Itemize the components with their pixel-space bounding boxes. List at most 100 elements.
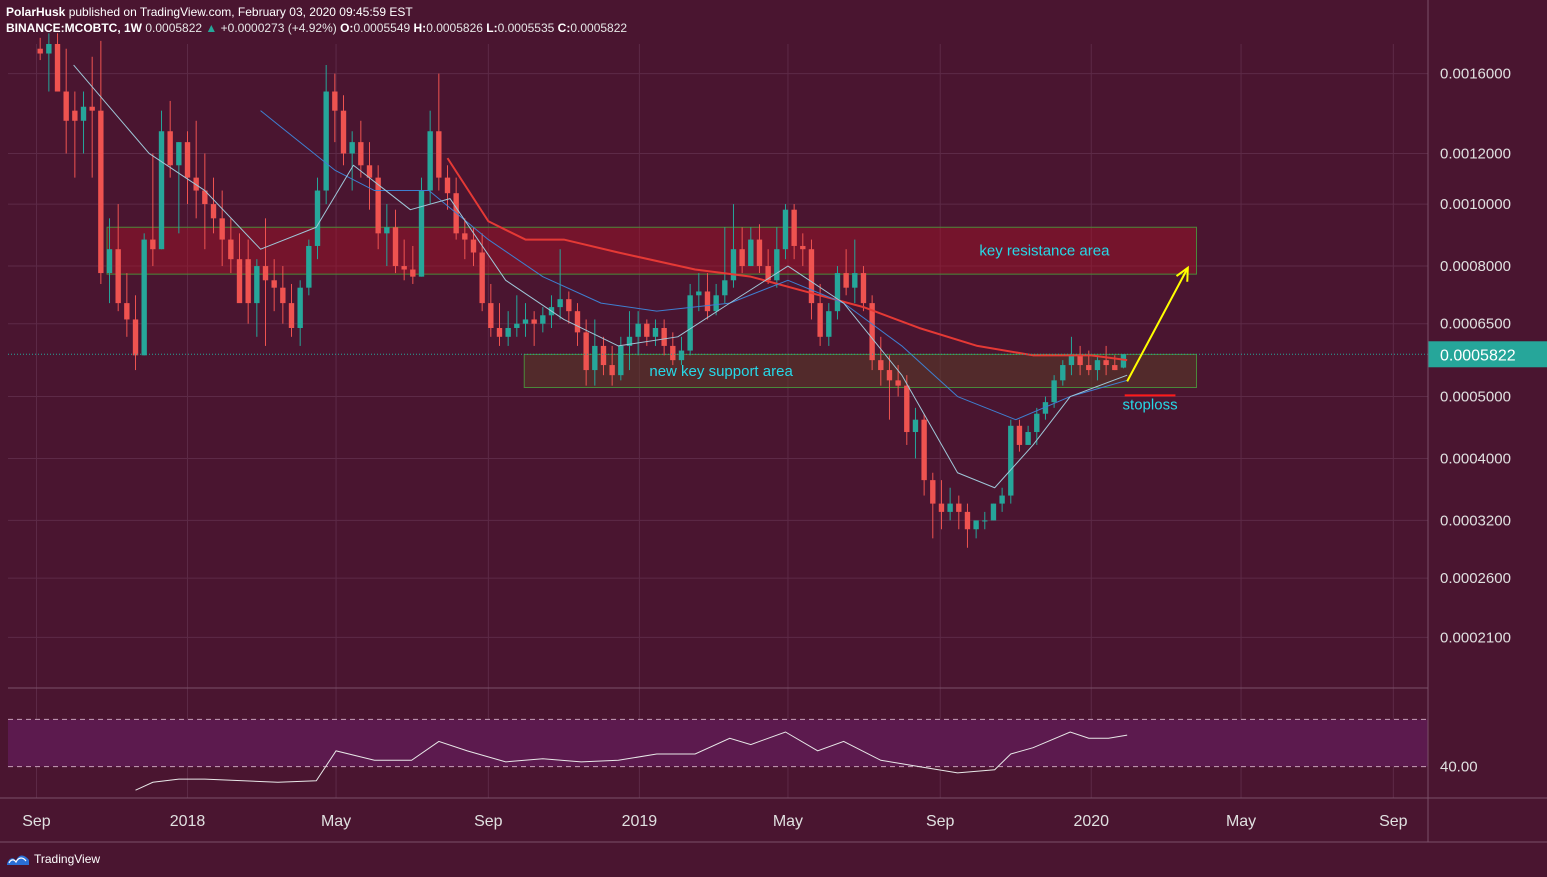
candle-body <box>791 209 797 246</box>
ma-mid-line <box>260 110 1128 421</box>
candle-body <box>1112 365 1118 371</box>
candle <box>748 227 754 267</box>
candle-body <box>1103 360 1109 366</box>
close-label: C: <box>557 21 571 35</box>
resistance-label: key resistance area <box>979 243 1110 260</box>
candle <box>704 273 711 320</box>
candle <box>193 120 199 219</box>
candle-body <box>401 266 407 270</box>
candle <box>808 239 815 320</box>
candle-body <box>687 295 693 351</box>
candle <box>540 307 546 333</box>
candle-body <box>141 239 147 356</box>
candle <box>349 131 355 191</box>
candle-body <box>1042 402 1049 414</box>
candle-body <box>748 239 754 267</box>
annotation-overlay: 0.0005822 key resistance area new key supp… <box>8 243 1547 413</box>
candle <box>860 266 867 312</box>
candle-body <box>271 280 277 288</box>
candle-body <box>427 131 433 191</box>
candle-body <box>98 110 104 274</box>
candle-body <box>531 319 537 324</box>
candle-body <box>592 345 598 371</box>
x-tick-label: Sep <box>1379 813 1408 830</box>
candle <box>713 283 719 316</box>
candle <box>124 273 130 337</box>
open-value: 0.0005549 <box>353 21 411 35</box>
candle-body <box>72 110 78 121</box>
y-tick-label: 0.0004000 <box>1440 450 1511 467</box>
candle <box>228 218 234 274</box>
candle <box>384 204 390 267</box>
candle <box>332 73 338 143</box>
candle-body <box>89 106 95 111</box>
candle <box>774 227 780 288</box>
candle <box>496 303 503 346</box>
candle-body <box>63 91 69 121</box>
author-name[interactable]: PolarHusk <box>6 5 66 19</box>
candle-body <box>228 239 234 260</box>
candle-body <box>661 327 667 346</box>
candle-body <box>280 287 286 304</box>
candle <box>618 336 624 381</box>
y-tick-label: 0.0016000 <box>1440 66 1511 83</box>
candle-body <box>678 350 685 361</box>
price-change: +0.0000273 (+4.92%) <box>220 21 337 35</box>
candle <box>115 204 121 312</box>
candle-body <box>210 204 217 219</box>
candle-body <box>470 239 477 253</box>
candle <box>869 295 875 371</box>
candle-body <box>930 480 936 504</box>
tradingview-logo-icon[interactable] <box>6 851 30 867</box>
footer-brand[interactable]: TradingView <box>34 852 101 866</box>
candle-body <box>219 218 225 240</box>
candle <box>488 283 494 337</box>
candle-body <box>713 295 719 312</box>
x-tick-label: Sep <box>22 813 51 830</box>
x-tick-label: 2019 <box>622 813 658 830</box>
candle <box>37 37 43 61</box>
candle-body <box>1034 413 1040 433</box>
candle-body <box>262 266 269 281</box>
candle <box>427 110 433 205</box>
candle-body <box>956 503 962 512</box>
candle-body <box>999 495 1005 504</box>
candle-body <box>652 327 659 337</box>
candle <box>141 233 147 356</box>
candle <box>739 227 745 274</box>
close-value: 0.0005822 <box>570 21 628 35</box>
candle-body <box>808 249 815 304</box>
candle <box>514 295 520 337</box>
high-value: 0.0005826 <box>426 21 483 35</box>
candle <box>176 142 182 234</box>
x-tick-label: May <box>1226 813 1256 830</box>
candle-body <box>479 252 485 304</box>
candle <box>219 190 225 267</box>
axes: 0.00160000.00120000.00100000.00080000.00… <box>0 0 1547 843</box>
candle <box>375 165 381 250</box>
rsi-pane <box>8 718 1428 791</box>
candle <box>236 233 243 304</box>
candle <box>600 336 607 376</box>
annotation-zones <box>106 226 1197 389</box>
symbol-label: BINANCE:MCOBTC, 1W <box>6 21 142 35</box>
x-tick-label: 2020 <box>1073 813 1109 830</box>
candle <box>314 177 321 260</box>
candle-body <box>306 245 312 288</box>
candle-body <box>834 273 841 312</box>
candle <box>800 233 806 267</box>
candle <box>912 407 919 459</box>
open-label: O: <box>340 21 354 35</box>
candle-body <box>236 259 243 304</box>
candle-body <box>696 291 702 296</box>
candle-body <box>704 291 711 312</box>
candle-body <box>817 303 823 337</box>
candle <box>340 95 347 166</box>
candle-body <box>297 287 303 328</box>
candle <box>782 204 789 260</box>
candle-body <box>895 380 901 386</box>
candlesticks[interactable] <box>37 33 1127 548</box>
support-zone <box>523 353 1197 389</box>
candle <box>826 303 832 346</box>
